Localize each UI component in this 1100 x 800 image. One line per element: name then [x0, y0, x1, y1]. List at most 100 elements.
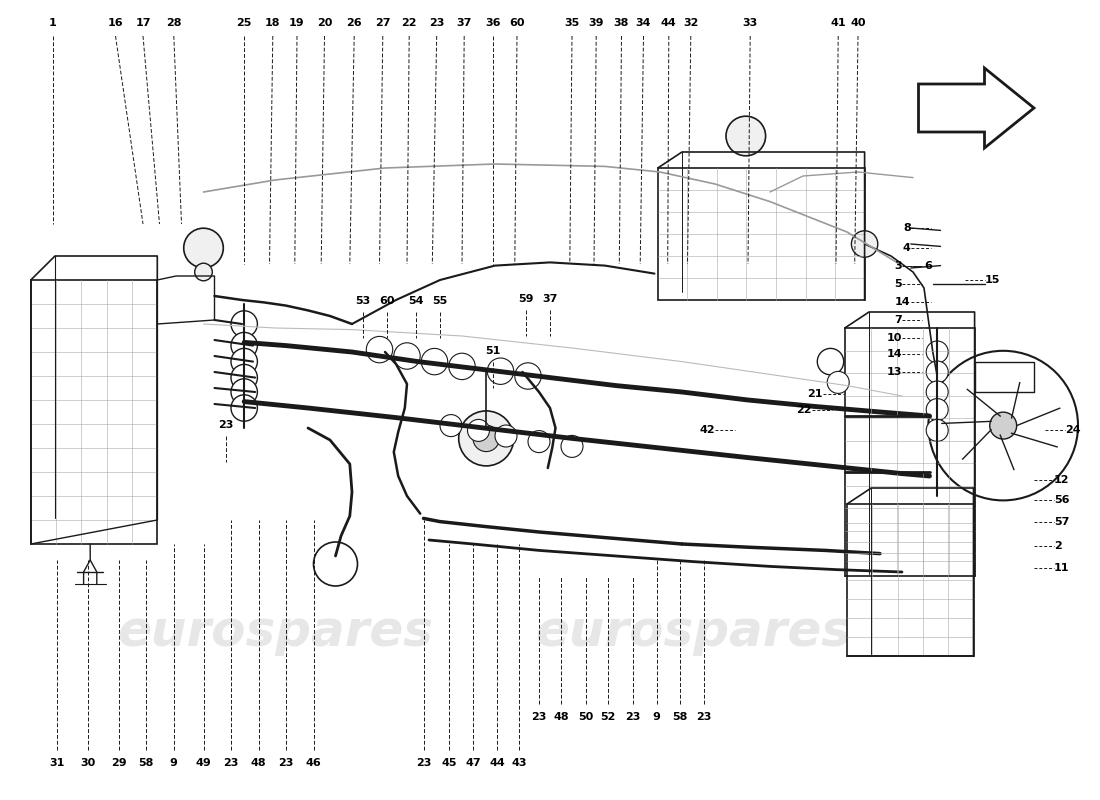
Text: 60: 60 [379, 296, 395, 306]
Circle shape [473, 426, 499, 451]
Text: 23: 23 [416, 758, 431, 768]
Circle shape [487, 358, 514, 385]
Text: 50: 50 [579, 712, 594, 722]
Text: 19: 19 [289, 18, 305, 28]
Text: 59: 59 [518, 294, 534, 304]
Text: 27: 27 [375, 18, 390, 28]
Text: eurospares: eurospares [535, 608, 851, 656]
Text: 20: 20 [317, 18, 332, 28]
Circle shape [195, 263, 212, 281]
Text: 23: 23 [223, 758, 239, 768]
Circle shape [926, 361, 948, 383]
Text: 46: 46 [306, 758, 321, 768]
Polygon shape [918, 68, 1034, 148]
Circle shape [231, 379, 257, 405]
Text: 14: 14 [895, 298, 911, 307]
Circle shape [231, 364, 257, 390]
Text: 24: 24 [1065, 426, 1080, 435]
Circle shape [851, 230, 878, 258]
Circle shape [314, 542, 358, 586]
Text: 16: 16 [108, 18, 123, 28]
Text: 23: 23 [696, 712, 712, 722]
Text: 29: 29 [111, 758, 126, 768]
Text: 53: 53 [355, 296, 371, 306]
Text: eurospares: eurospares [117, 608, 433, 656]
Text: 13: 13 [887, 367, 902, 377]
Text: 33: 33 [742, 18, 758, 28]
Circle shape [449, 354, 475, 379]
Text: 25: 25 [236, 18, 252, 28]
Text: 44: 44 [490, 758, 505, 768]
Text: 38: 38 [614, 18, 629, 28]
Text: 28: 28 [166, 18, 182, 28]
Circle shape [231, 333, 257, 358]
Text: 58: 58 [139, 758, 154, 768]
Text: 4: 4 [903, 243, 911, 253]
Text: 23: 23 [531, 712, 547, 722]
Text: 21: 21 [807, 389, 823, 398]
Text: 49: 49 [196, 758, 211, 768]
Text: 37: 37 [456, 18, 472, 28]
Bar [31, 280, 157, 544]
Text: 18: 18 [265, 18, 280, 28]
Circle shape [926, 381, 948, 403]
Circle shape [561, 435, 583, 458]
Text: 26: 26 [346, 18, 362, 28]
Circle shape [468, 419, 490, 442]
Text: 51: 51 [485, 346, 501, 356]
Text: 9: 9 [652, 712, 661, 722]
Circle shape [459, 411, 514, 466]
Text: 57: 57 [1054, 517, 1069, 526]
Circle shape [394, 342, 420, 369]
Text: 15: 15 [984, 275, 1000, 285]
Text: 44: 44 [661, 18, 676, 28]
Circle shape [990, 412, 1016, 439]
Text: 23: 23 [429, 18, 444, 28]
Text: 22: 22 [402, 18, 417, 28]
Text: 48: 48 [251, 758, 266, 768]
Text: 41: 41 [830, 18, 846, 28]
Text: 23: 23 [218, 421, 233, 430]
Text: 8: 8 [903, 223, 911, 233]
Circle shape [231, 310, 257, 338]
Text: 5: 5 [894, 279, 902, 289]
Text: 34: 34 [636, 18, 651, 28]
Text: 17: 17 [135, 18, 151, 28]
Text: 56: 56 [1054, 495, 1069, 505]
Text: 47: 47 [465, 758, 481, 768]
Text: 9: 9 [169, 758, 178, 768]
Text: 39: 39 [588, 18, 604, 28]
Text: 60: 60 [509, 18, 525, 28]
Text: 2: 2 [1054, 541, 1062, 550]
Text: 40: 40 [850, 18, 866, 28]
Text: 14: 14 [887, 349, 902, 358]
Text: 23: 23 [625, 712, 640, 722]
Text: 55: 55 [432, 296, 448, 306]
Text: 3: 3 [894, 261, 902, 270]
Text: 11: 11 [1054, 563, 1069, 573]
Text: 22: 22 [796, 405, 812, 414]
Text: 48: 48 [553, 712, 569, 722]
Circle shape [515, 362, 541, 389]
Text: 12: 12 [1054, 475, 1069, 485]
Text: 37: 37 [542, 294, 558, 304]
Circle shape [817, 349, 844, 374]
Text: 7: 7 [894, 315, 902, 325]
Circle shape [926, 398, 948, 421]
Circle shape [440, 414, 462, 437]
Text: 43: 43 [512, 758, 527, 768]
Text: 58: 58 [672, 712, 688, 722]
Bar [847, 504, 974, 656]
Circle shape [231, 349, 257, 374]
Circle shape [926, 341, 948, 363]
Bar [845, 328, 975, 576]
Text: 42: 42 [700, 426, 715, 435]
Text: 35: 35 [564, 18, 580, 28]
Circle shape [827, 371, 849, 394]
Text: 10: 10 [887, 333, 902, 342]
Text: 23: 23 [278, 758, 294, 768]
Text: 32: 32 [683, 18, 698, 28]
Circle shape [421, 349, 448, 374]
Text: 45: 45 [441, 758, 456, 768]
Text: 36: 36 [485, 18, 501, 28]
